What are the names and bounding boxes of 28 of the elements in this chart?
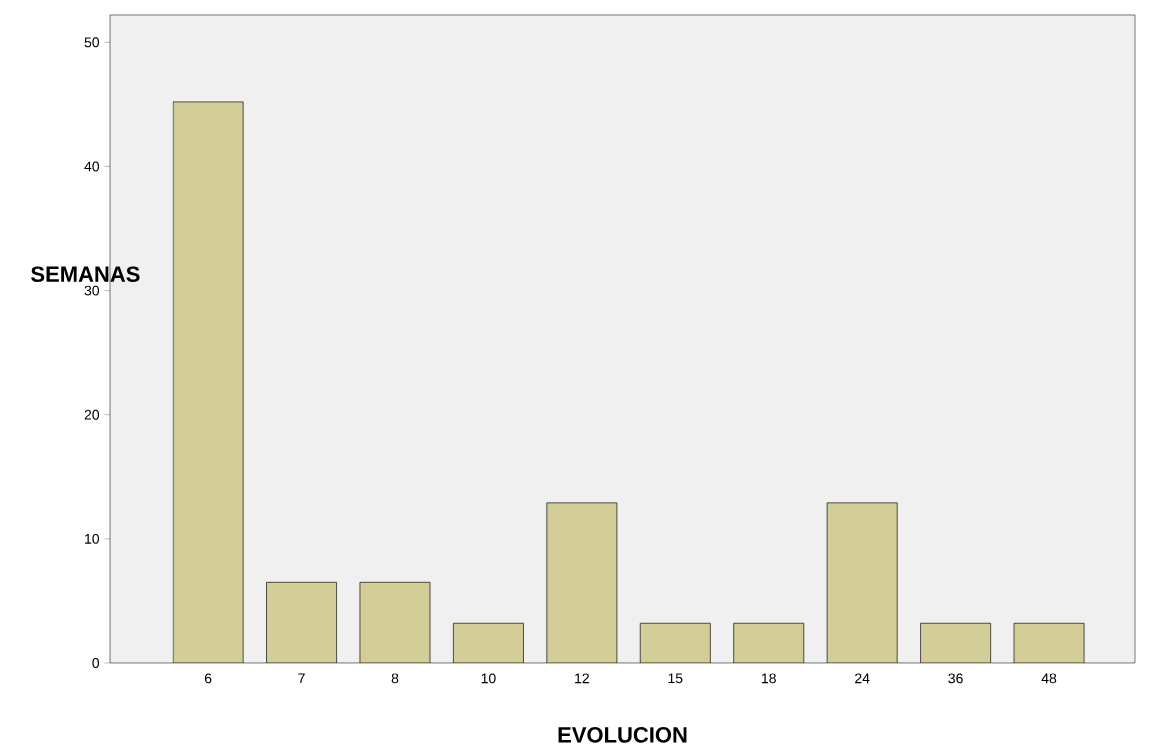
y-tick-label: 0 [92,658,100,668]
x-tick-label: 12 [575,673,589,684]
x-tick-label: 48 [1041,673,1057,684]
x-axis-title: EVOLUCION [558,727,687,743]
bar [920,623,991,663]
x-tick-label: 8 [391,673,399,684]
y-tick-label: 50 [84,37,100,48]
x-tick-label: 10 [481,673,496,684]
bar [453,623,524,663]
y-tick-label: 40 [84,161,100,172]
y-tick-label: 20 [84,409,100,420]
bar [640,623,711,663]
y-axis-title: SEMANAS [31,266,140,282]
y-tick-label: 10 [85,533,100,544]
bar [359,582,431,663]
x-tick-label: 36 [948,673,963,684]
bar [266,582,337,663]
x-tick-label: 6 [204,673,212,684]
x-tick-label: 24 [855,673,870,684]
bar [546,502,617,663]
bar [827,502,898,663]
bar [173,101,244,663]
x-tick-label: 15 [668,673,683,684]
x-tick-label: 7 [298,673,305,684]
bar [1013,622,1085,663]
bar [733,623,804,663]
y-tick-label: 30 [84,285,100,296]
x-tick-label: 18 [762,673,776,684]
